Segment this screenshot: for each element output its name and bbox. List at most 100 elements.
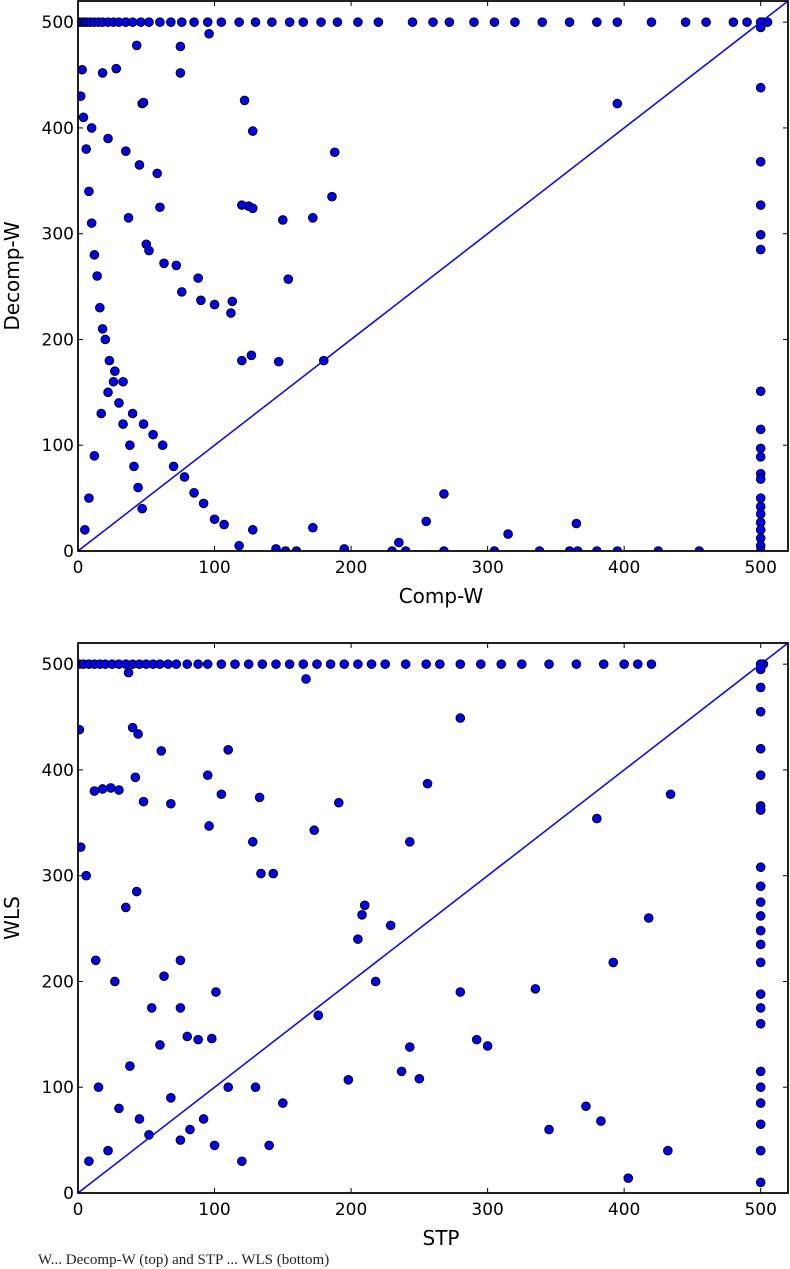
data-point [257, 659, 268, 669]
data-point [394, 537, 404, 548]
data-point [357, 910, 367, 920]
data-point [581, 1101, 591, 1112]
data-point [755, 229, 766, 240]
data-point [114, 398, 124, 408]
data-point [755, 770, 766, 781]
x-axis-label: STP [423, 1226, 460, 1250]
data-point [312, 659, 322, 669]
data-point [325, 659, 336, 669]
data-point [475, 659, 486, 669]
data-point [414, 1073, 425, 1084]
data-point [175, 41, 186, 52]
data-point [755, 22, 766, 33]
y-tick-label: 400 [42, 119, 74, 139]
data-point [93, 1082, 104, 1093]
data-point [755, 989, 766, 999]
data-point [339, 544, 350, 551]
data-point [571, 659, 582, 669]
data-point [114, 785, 124, 795]
data-point [455, 659, 466, 669]
data-point [455, 987, 466, 997]
data-point [246, 350, 257, 361]
data-point [366, 659, 377, 669]
data-point [387, 546, 397, 551]
data-point [90, 955, 101, 966]
data-point [469, 17, 479, 27]
data-point [110, 366, 120, 376]
data-point [129, 461, 139, 472]
data-point [333, 797, 344, 808]
data-point [564, 17, 575, 27]
x-tick-label: 100 [198, 558, 230, 578]
data-point [175, 955, 186, 966]
data-point [755, 881, 766, 892]
y-tick-label: 400 [42, 761, 74, 781]
data-point [694, 546, 705, 551]
data-point [155, 659, 165, 669]
data-point [598, 659, 609, 669]
data-point [125, 1061, 135, 1071]
data-point [308, 213, 318, 223]
data-point [152, 168, 162, 179]
data-point [313, 1010, 324, 1021]
data-point [159, 258, 169, 269]
data-point [755, 493, 766, 503]
scatter-points [78, 643, 788, 1193]
data-point [271, 544, 281, 551]
data-point [196, 295, 206, 306]
x-tick-label: 200 [335, 558, 367, 578]
data-point [136, 17, 146, 27]
data-point [166, 17, 176, 27]
data-point [400, 546, 411, 551]
x-axis-label: Comp-W [399, 584, 484, 608]
data-point [646, 659, 657, 669]
data-point [247, 837, 258, 847]
data-point [78, 64, 87, 75]
data-point [755, 911, 766, 921]
data-point [138, 796, 149, 807]
data-point [316, 17, 326, 27]
data-point [534, 546, 545, 551]
data-point [592, 813, 602, 824]
data-point [439, 489, 449, 499]
data-point [133, 482, 143, 493]
data-point [755, 1119, 766, 1130]
data-point [108, 376, 119, 387]
data-point [755, 939, 766, 950]
data-point [84, 186, 94, 197]
data-point [219, 519, 229, 530]
data-point [701, 17, 711, 27]
x-tick-label: 500 [744, 558, 776, 578]
data-point [202, 770, 213, 781]
data-point [404, 1042, 415, 1052]
data-point [264, 1140, 274, 1151]
data-point [268, 868, 279, 879]
data-point [148, 429, 158, 440]
data-point [353, 934, 363, 944]
data-point [127, 17, 138, 27]
data-point [89, 451, 100, 461]
data-point [193, 659, 203, 669]
data-point [95, 302, 105, 313]
data-point [78, 724, 85, 735]
data-point [209, 1140, 220, 1151]
data-point [755, 1145, 766, 1156]
data-point [537, 17, 548, 27]
data-point [254, 792, 265, 803]
data-point [247, 203, 258, 214]
data-point [332, 17, 343, 27]
data-point [97, 68, 108, 78]
bottom-scatter-panel: 0 100 200 300 400 500 0 100 200 300 400 500 STP WLS [0, 640, 790, 1250]
data-point [155, 202, 165, 213]
data-point [131, 40, 142, 51]
data-point [496, 659, 507, 669]
data-point [339, 659, 350, 669]
data-point [439, 546, 449, 551]
data-point [489, 17, 500, 27]
data-point [234, 17, 244, 27]
data-point [755, 525, 766, 535]
data-point [209, 514, 220, 525]
data-point [327, 191, 337, 202]
identity-line [78, 643, 788, 1193]
data-point [755, 443, 766, 454]
